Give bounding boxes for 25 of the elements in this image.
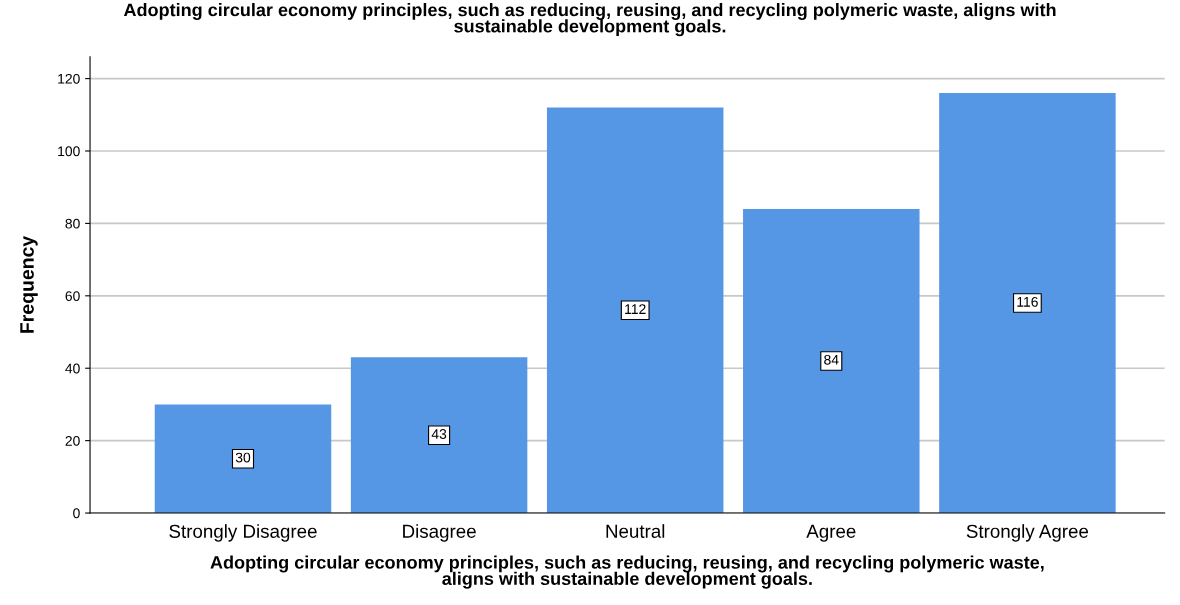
- y-axis-title: Frequency: [20, 235, 38, 333]
- y-tick-label: 0: [73, 508, 80, 519]
- x-tick-label: Agree: [806, 524, 856, 542]
- y-tick-label: 100: [58, 146, 80, 157]
- bar: [546, 107, 724, 514]
- y-tick-label: 120: [58, 73, 80, 84]
- data-label: 84: [824, 354, 839, 365]
- bar: [939, 93, 1116, 514]
- bar: [350, 357, 528, 514]
- bar: [743, 208, 920, 514]
- x-tick-label: Disagree: [403, 524, 476, 542]
- data-label: 116: [1017, 296, 1038, 307]
- data-label: 43: [431, 429, 447, 439]
- y-tick-label: 80: [65, 218, 80, 229]
- x-tick-label: Strongly Agree: [966, 524, 1089, 542]
- y-tick-label: 40: [65, 363, 80, 374]
- y-tick-label: 20: [65, 435, 80, 446]
- data-label: 112: [625, 304, 646, 314]
- x-tick-label: Strongly Disagree: [169, 524, 317, 542]
- chart-title: Adopting circular economy principles, such as reducing, reusing, and recycling polymeric waste, aligns with sustainable development goals.: [123, 3, 1056, 37]
- data-label: 30: [235, 452, 251, 463]
- x-axis-title: Adopting circular economy principles, such as reducing, reusing, and recycling polymeric waste, aligns with sustainable development goals.: [210, 555, 1044, 589]
- x-tick-label: Neutral: [606, 524, 665, 538]
- bar: [154, 404, 332, 514]
- y-tick-label: 60: [65, 291, 80, 301]
